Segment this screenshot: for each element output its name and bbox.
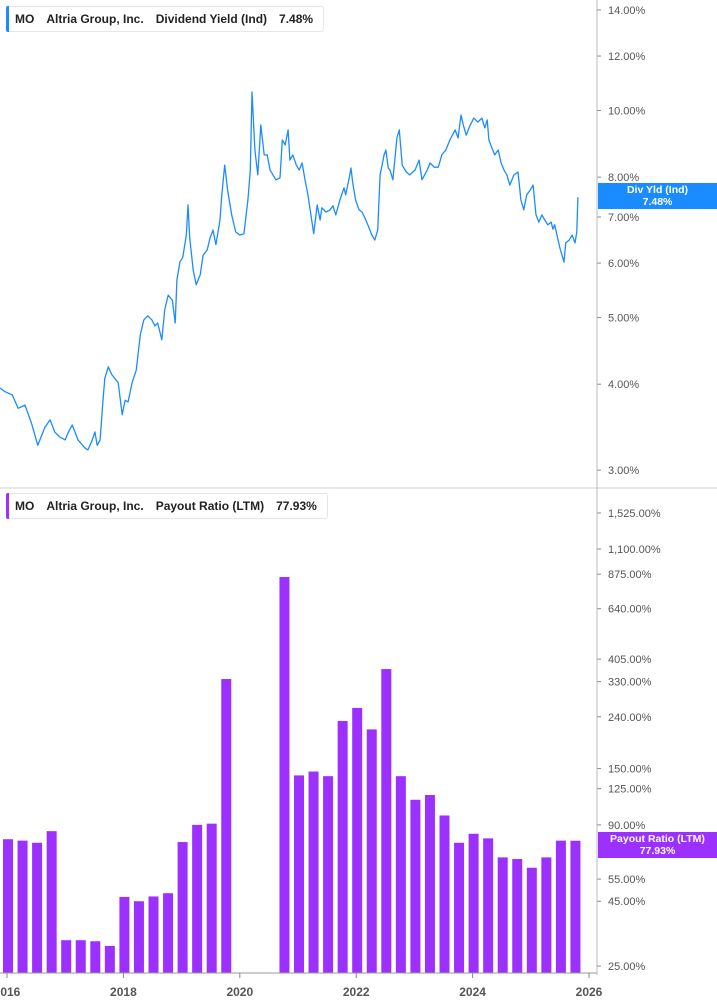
y-tick-label: 90.00% [608, 820, 646, 832]
y-tick-label: 10.00% [608, 106, 646, 118]
y-tick-label: 8.00% [608, 172, 639, 184]
y-tick-label: 4.00% [608, 379, 639, 391]
bottom-legend-swatch [6, 493, 9, 519]
payout-bar[interactable] [555, 840, 566, 973]
y-tick-label: 405.00% [608, 654, 652, 666]
yield-tag-value: 7.48% [642, 196, 673, 208]
x-tick-label: 2026 [576, 985, 603, 999]
payout-bar[interactable] [192, 824, 203, 973]
top-company: Altria Group, Inc. [46, 12, 144, 26]
payout-bar[interactable] [148, 896, 159, 973]
payout-bar[interactable] [294, 775, 304, 973]
payout-bar[interactable] [570, 840, 581, 973]
yield-tag-label: Div Yld (Ind) [626, 184, 689, 196]
x-tick-label: 2018 [110, 985, 137, 999]
bottom-ticker: MO [15, 499, 35, 513]
payout-bar[interactable] [352, 707, 363, 973]
bottom-y-axis: 25.00% 45.00% 55.00% 90.00% 125.00% 150.00% 24… [597, 508, 661, 973]
payout-bar[interactable] [483, 838, 494, 973]
payout-bar[interactable] [497, 857, 508, 973]
payout-bar[interactable] [337, 720, 348, 973]
payout-bar[interactable] [410, 799, 421, 973]
x-tick-label: 2022 [343, 985, 370, 999]
y-tick-label: 6.00% [608, 258, 639, 270]
bottom-legend: MO Altria Group, Inc. Payout Ratio (LTM)… [6, 493, 328, 519]
payout-bar[interactable] [133, 901, 144, 973]
payout-bar[interactable] [46, 831, 57, 973]
payout-bars [3, 577, 581, 973]
payout-value-tag: Payout Ratio (LTM) 77.93% [598, 832, 717, 858]
top-legend-swatch [6, 6, 9, 32]
payout-tag-label: Payout Ratio (LTM) [610, 833, 705, 845]
payout-bar[interactable] [512, 859, 523, 973]
payout-bar[interactable] [75, 940, 86, 973]
payout-bar[interactable] [468, 833, 479, 973]
payout-tag-value: 77.93% [639, 845, 676, 857]
bottom-metric: Payout Ratio (LTM) [155, 499, 265, 513]
payout-bar[interactable] [526, 867, 537, 973]
y-tick-label: 7.00% [608, 212, 639, 224]
x-axis: 2016 2018 2020 2022 2024 2026 [0, 972, 603, 999]
payout-bar[interactable] [424, 795, 435, 973]
yield-value-tag: Div Yld (Ind) 7.48% [598, 183, 717, 209]
top-ticker: MO [15, 12, 35, 26]
top-value: 7.48% [279, 12, 314, 26]
y-tick-label: 150.00% [608, 764, 652, 776]
bottom-company: Altria Group, Inc. [46, 499, 144, 513]
y-tick-label: 1,100.00% [608, 544, 661, 556]
payout-bar[interactable] [177, 842, 188, 973]
y-tick-label: 12.00% [608, 51, 646, 63]
y-tick-label: 875.00% [608, 569, 652, 581]
payout-bar[interactable] [206, 823, 217, 973]
payout-bar[interactable] [381, 669, 392, 973]
payout-bar[interactable] [323, 776, 334, 973]
y-tick-label: 3.00% [608, 465, 639, 477]
payout-bar[interactable] [366, 729, 377, 973]
payout-bar[interactable] [3, 839, 13, 973]
top-legend: MO Altria Group, Inc. Dividend Yield (In… [6, 6, 325, 32]
x-tick-label: 2024 [459, 985, 486, 999]
payout-bar[interactable] [279, 577, 290, 973]
y-tick-label: 55.00% [608, 874, 646, 886]
y-tick-label: 125.00% [608, 784, 652, 796]
y-tick-label: 45.00% [608, 896, 646, 908]
top-y-axis: 3.00% 4.00% 5.00% 6.00% 7.00% 8.00% 10.00% 12.0… [597, 5, 646, 477]
y-tick-label: 640.00% [608, 604, 652, 616]
x-tick-label: 2016 [0, 985, 21, 999]
payout-bar[interactable] [17, 840, 28, 973]
y-tick-label: 330.00% [608, 677, 652, 689]
dividend-yield-line [0, 91, 579, 451]
payout-bar[interactable] [32, 842, 43, 973]
payout-bar[interactable] [119, 896, 130, 973]
payout-bar[interactable] [308, 771, 319, 973]
payout-bar[interactable] [90, 941, 101, 973]
payout-bar[interactable] [454, 842, 465, 973]
x-tick-label: 2020 [226, 985, 253, 999]
payout-bar[interactable] [541, 857, 552, 973]
payout-bar[interactable] [221, 679, 232, 973]
top-metric: Dividend Yield (Ind) [155, 12, 268, 26]
payout-bar[interactable] [104, 945, 115, 973]
y-tick-label: 25.00% [608, 961, 646, 973]
payout-bar[interactable] [163, 893, 174, 973]
payout-bar[interactable] [395, 776, 406, 973]
y-tick-label: 5.00% [608, 313, 639, 325]
y-tick-label: 14.00% [608, 5, 646, 17]
y-tick-label: 1,525.00% [608, 508, 661, 520]
bottom-value: 77.93% [276, 499, 317, 513]
payout-bar[interactable] [439, 815, 450, 973]
y-tick-label: 240.00% [608, 712, 652, 724]
payout-bar[interactable] [61, 940, 72, 973]
